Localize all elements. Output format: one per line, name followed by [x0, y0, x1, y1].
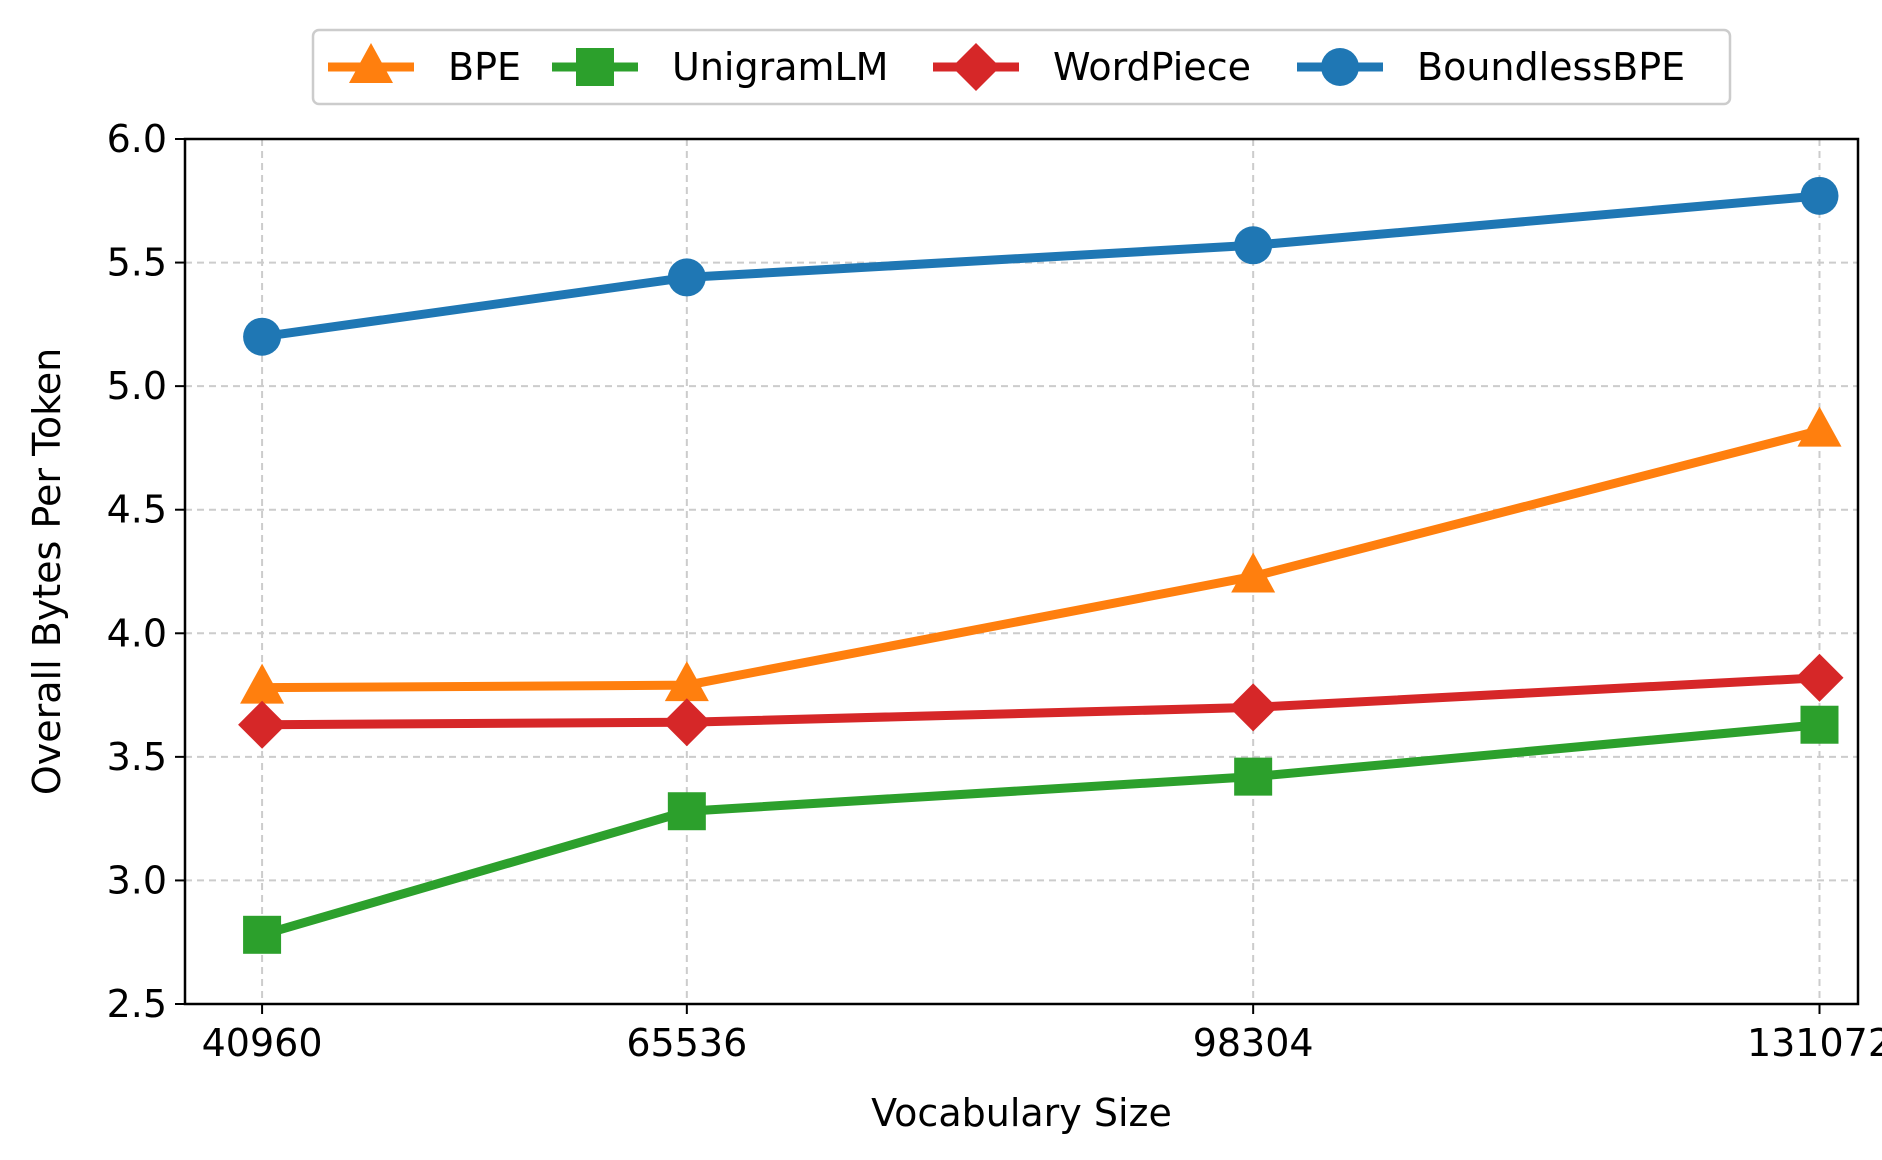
x-tick-label: 65536	[626, 1021, 747, 1065]
legend-marker-boundlessbpe	[1321, 48, 1359, 86]
series-line-bpe	[262, 426, 1821, 693]
ticks: 40960 65536 98304 131072 2.5 3.0 3.5 4.0 4.5 5.0 5…	[107, 117, 1882, 1065]
series-line-unigramlm	[260, 720, 1820, 940]
legend-marker-wordpiece	[952, 43, 1000, 91]
legend-item-unigramlm: UnigramLM	[552, 45, 888, 89]
y-tick-label: 4.5	[107, 488, 167, 532]
legend-label-unigramlm: UnigramLM	[672, 45, 888, 89]
legend-marker-bpe	[349, 43, 393, 83]
data-point-unigramlm	[1800, 705, 1839, 744]
y-tick-label: 3.5	[107, 735, 167, 779]
grid	[185, 139, 1858, 1004]
data-point-wordpiece	[1229, 683, 1278, 732]
plot-frame	[183, 137, 1860, 1006]
legend-box	[311, 28, 1732, 106]
x-tick-label: 131072	[1747, 1021, 1882, 1065]
data-point-wordpiece	[662, 698, 711, 747]
data-point-bpe	[1797, 406, 1842, 447]
legend-item-boundlessbpe: BoundlessBPE	[1297, 45, 1685, 89]
y-tick-label: 6.0	[107, 117, 167, 161]
y-tick-label: 2.5	[107, 982, 167, 1026]
data-point-boundlessbpe	[667, 258, 706, 297]
y-tick-label: 3.0	[107, 858, 167, 902]
data-point-unigramlm	[667, 792, 706, 831]
data-point-boundlessbpe	[1800, 176, 1839, 215]
data-point-wordpiece	[238, 700, 287, 749]
y-tick-label: 4.0	[107, 611, 167, 655]
series-bpe	[240, 406, 1842, 704]
y-axis-label: Overall Bytes Per Token	[25, 348, 69, 795]
data-point-boundlessbpe	[243, 317, 282, 356]
data-point-bpe	[664, 661, 709, 702]
legend-label-boundlessbpe: BoundlessBPE	[1417, 45, 1685, 89]
y-tick-label: 5.5	[107, 241, 167, 285]
legend-label-wordpiece: WordPiece	[1053, 45, 1251, 89]
data-point-boundlessbpe	[1234, 226, 1273, 265]
data-point-unigramlm	[243, 915, 282, 954]
legend-label-bpe: BPE	[448, 45, 521, 89]
data-point-bpe	[240, 663, 285, 704]
legend: BPE UnigramLM WordPiece BoundlessBPE	[311, 28, 1732, 106]
series-boundlessbpe	[243, 176, 1839, 356]
series-wordpiece	[238, 653, 1844, 749]
data-point-bpe	[1231, 552, 1276, 593]
x-axis-label: Vocabulary Size	[871, 1091, 1172, 1135]
y-tick-label: 5.0	[107, 364, 167, 408]
series-line-wordpiece	[262, 673, 1820, 730]
legend-item-wordpiece: WordPiece	[933, 43, 1251, 91]
series-line-boundlessbpe	[261, 191, 1820, 342]
series-unigramlm	[243, 705, 1839, 954]
series-layer	[238, 176, 1844, 954]
data-point-unigramlm	[1234, 757, 1273, 796]
x-tick-label: 98304	[1193, 1021, 1314, 1065]
legend-marker-unigramlm	[576, 48, 614, 86]
legend-item-bpe: BPE	[328, 43, 521, 89]
data-point-wordpiece	[1795, 653, 1844, 702]
x-tick-label: 40960	[202, 1021, 323, 1065]
